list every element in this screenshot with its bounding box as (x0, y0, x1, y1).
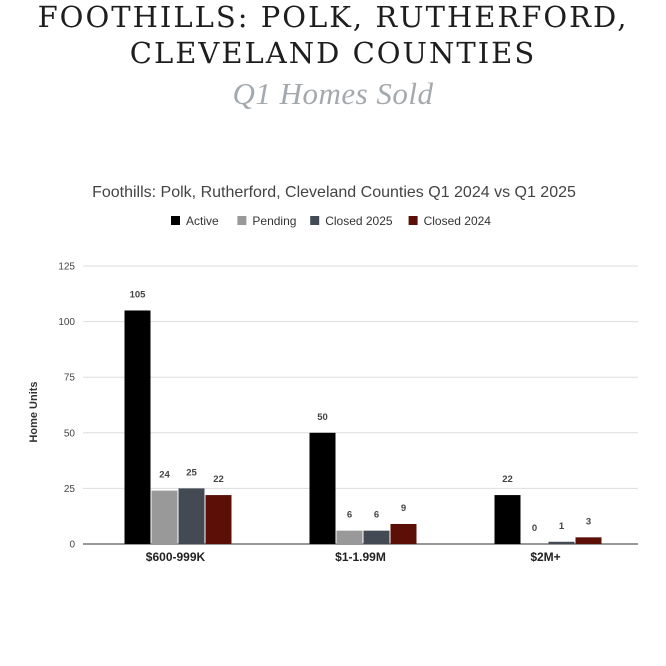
x-category-label: $600-999K (146, 550, 206, 564)
chart-bars (124, 310, 602, 545)
data-label: 22 (213, 474, 224, 485)
legend-swatch (237, 216, 247, 225)
y-tick-label: 50 (64, 428, 76, 439)
bar-pending (336, 530, 363, 544)
data-label: 6 (347, 510, 352, 521)
data-label: 9 (401, 503, 406, 514)
data-label: 24 (159, 470, 170, 481)
legend-swatch (171, 216, 180, 225)
legend-label: Closed 2025 (325, 214, 393, 228)
x-axis-categories: $600-999K $1-1.99M $2M+ (146, 550, 561, 564)
x-category-label: $2M+ (530, 550, 560, 564)
bar-active (124, 310, 151, 544)
data-label: 50 (317, 412, 328, 423)
y-tick-label: 100 (58, 317, 75, 328)
bar-closed-2025 (363, 530, 390, 544)
bar-closed-2024 (575, 537, 602, 544)
data-label: 105 (130, 289, 147, 300)
chart-title: Foothills: Polk, Rutherford, Cleveland C… (92, 184, 576, 201)
bar-pending (151, 490, 178, 544)
header-subtitle: Q1 Homes Sold (232, 76, 434, 111)
y-axis-label: Home Units (28, 381, 40, 442)
y-tick-label: 25 (64, 484, 76, 495)
y-tick-label: 0 (69, 540, 75, 551)
legend-label: Active (186, 214, 219, 228)
bar-active (309, 432, 336, 544)
legend-swatch (408, 216, 418, 225)
legend-swatch (310, 216, 320, 225)
legend-label: Pending (252, 214, 296, 228)
legend-label: Closed 2024 (424, 214, 492, 228)
data-label: 25 (186, 467, 197, 478)
y-tick-label: 125 (58, 262, 75, 273)
y-axis-ticks: 0 25 50 75 100 125 (58, 262, 75, 551)
bar-closed-2024 (390, 523, 417, 544)
bar-closed-2024 (205, 495, 232, 544)
data-label: 6 (374, 510, 379, 521)
data-labels: 105 24 25 22 50 6 6 9 22 0 1 3 (130, 289, 592, 534)
data-label: 0 (532, 523, 537, 534)
bar-closed-2025 (548, 541, 575, 544)
data-label: 1 (559, 521, 565, 532)
header-title-line-1: FOOTHILLS: POLK, RUTHERFORD, (37, 0, 629, 34)
data-label: 3 (586, 516, 591, 527)
data-label: 22 (502, 474, 513, 485)
y-tick-label: 75 (64, 373, 76, 384)
chart-legend: Active Pending Closed 2025 Closed 2024 (171, 214, 491, 228)
header-title-line-2: CLEVELAND COUNTIES (129, 36, 537, 70)
x-category-label: $1-1.99M (335, 550, 386, 564)
bar-closed-2025 (178, 488, 205, 544)
bar-active (494, 495, 521, 544)
